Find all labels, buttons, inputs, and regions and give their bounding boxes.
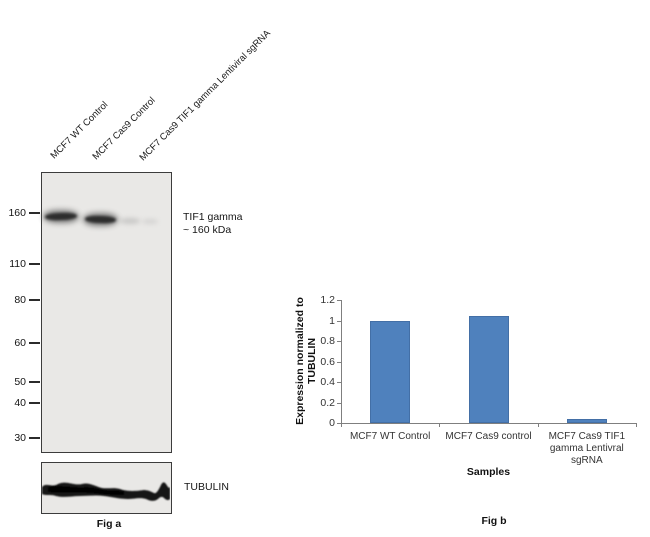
mw-marker-value: 40 bbox=[14, 397, 26, 409]
mw-marker-value: 80 bbox=[14, 294, 26, 306]
y-tick-label: 0 bbox=[329, 417, 335, 429]
y-tick-label: 0.8 bbox=[320, 335, 335, 347]
x-tick bbox=[537, 423, 539, 427]
bar-1 bbox=[370, 320, 411, 423]
tif1-gamma-blot-panel bbox=[41, 172, 172, 453]
x-tick bbox=[341, 423, 342, 427]
x-tick bbox=[636, 423, 637, 427]
category-label-3: MCF7 Cas9 TIF1 gamma Lentivral sgRNA bbox=[548, 431, 626, 466]
band-lane3-faint2 bbox=[142, 219, 158, 224]
y-tick-label: 0.6 bbox=[320, 355, 335, 368]
y-axis-title-line: TUBULIN bbox=[306, 337, 318, 385]
lane-label-3: MCF7 Cas9 TIF1 gamma Lentiviral sgRNA bbox=[137, 27, 273, 164]
y-axis-line bbox=[341, 300, 342, 424]
fig-b-bar-chart: 0 0.2 0.4 0.6 0.8 1 1.2 MCF7 WT Control MCF7 Cas… bbox=[294, 292, 650, 537]
y-tick bbox=[337, 402, 341, 404]
x-axis-title: Samples bbox=[466, 466, 511, 478]
bar-3 bbox=[566, 418, 607, 423]
tubulin-band bbox=[42, 482, 170, 501]
band-annotation: TIF1 gamma ~ 160 kDa bbox=[183, 211, 243, 237]
category-label-2: MCF7 Cas9 control bbox=[445, 431, 532, 442]
y-tick bbox=[337, 382, 341, 383]
band-annotation-line2: ~ 160 kDa bbox=[183, 224, 232, 236]
mw-marker-dash bbox=[29, 299, 40, 301]
mw-marker-dash bbox=[29, 381, 40, 383]
fig-b-caption: Fig b bbox=[481, 515, 507, 527]
tubulin-label: TUBULIN bbox=[184, 481, 229, 493]
mw-marker-30: 30 bbox=[2, 432, 40, 444]
mw-marker-dash bbox=[29, 263, 40, 265]
mw-marker-value: 30 bbox=[14, 432, 26, 444]
mw-marker-dash bbox=[29, 402, 40, 404]
fig-a-caption: Fig a bbox=[96, 518, 122, 530]
mw-marker-50: 50 bbox=[2, 376, 40, 388]
mw-marker-value: 60 bbox=[14, 337, 26, 349]
y-tick-label: 1.2 bbox=[320, 294, 335, 306]
mw-marker-dash bbox=[29, 437, 40, 439]
mw-marker-160: 160 bbox=[2, 207, 40, 219]
mw-marker-dash bbox=[29, 212, 40, 214]
mw-marker-40: 40 bbox=[2, 397, 40, 409]
band-annotation-line1: TIF1 gamma bbox=[183, 211, 243, 223]
bar-2 bbox=[468, 316, 509, 423]
y-tick bbox=[337, 300, 341, 301]
category-label-1: MCF7 WT Control bbox=[349, 431, 431, 442]
y-tick-label: 0.2 bbox=[320, 396, 335, 409]
mw-marker-value: 160 bbox=[8, 207, 26, 219]
y-axis-title-line: Expression normalized to bbox=[294, 297, 306, 425]
x-tick bbox=[439, 423, 441, 427]
x-axis-line bbox=[341, 423, 636, 424]
tubulin-blot-panel bbox=[41, 462, 172, 514]
band-lane3-faint bbox=[120, 218, 140, 224]
y-tick bbox=[337, 423, 341, 424]
mw-marker-80: 80 bbox=[2, 294, 40, 306]
mw-marker-value: 110 bbox=[9, 258, 26, 270]
y-tick bbox=[337, 341, 341, 342]
y-tick bbox=[337, 320, 341, 322]
mw-marker-value: 50 bbox=[14, 376, 26, 388]
mw-marker-60: 60 bbox=[2, 337, 40, 349]
y-tick-label: 0.4 bbox=[320, 376, 335, 388]
mw-marker-110: 110 bbox=[2, 258, 40, 270]
mw-marker-dash bbox=[29, 342, 40, 344]
y-axis-title: Expression normalized to TUBULIN bbox=[294, 286, 318, 436]
y-tick-label: 1 bbox=[329, 314, 335, 327]
y-tick bbox=[337, 361, 341, 363]
